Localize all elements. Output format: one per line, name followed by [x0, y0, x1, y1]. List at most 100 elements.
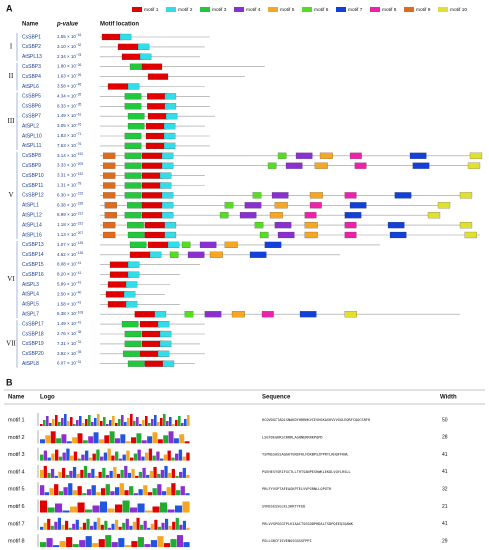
- logo-glyph: [82, 423, 85, 426]
- logo-glyph: [122, 454, 126, 461]
- logo-glyph: [184, 419, 187, 426]
- logo-glyph: [147, 527, 151, 530]
- logo-glyph: [47, 518, 51, 530]
- logo-glyph: [115, 423, 118, 426]
- logo-glyph: [170, 539, 177, 548]
- motif-box: [239, 212, 257, 219]
- motif-box: [139, 350, 161, 357]
- motif-name: motif 4: [8, 469, 25, 475]
- p-value-exponent: −26: [76, 63, 82, 67]
- logo-glyph: [187, 415, 190, 426]
- logo-glyph: [160, 469, 164, 478]
- logo-glyph: [142, 420, 145, 426]
- gene-name: AtSPL10: [22, 133, 42, 139]
- logo-glyph: [40, 500, 48, 513]
- logo-glyph: [184, 441, 190, 444]
- logo-glyph: [90, 525, 94, 530]
- logo-glyph: [178, 449, 183, 461]
- p-value: 2.92 × 10−35: [57, 350, 82, 356]
- p-value: 7.31 × 10−31: [57, 340, 82, 346]
- logo-glyph: [65, 520, 69, 530]
- p-value-base: 8.33 × 10: [57, 103, 76, 108]
- motif-box: [159, 330, 172, 338]
- logo-glyph: [135, 475, 139, 478]
- logo-glyph: [91, 468, 95, 478]
- legend-label: motif 4: [246, 7, 261, 13]
- logo-glyph: [80, 469, 84, 478]
- logo-glyph: [43, 465, 47, 478]
- logo-glyph: [176, 535, 184, 548]
- logo-glyph: [154, 519, 158, 530]
- logo-glyph: [107, 527, 112, 530]
- logo-glyph: [137, 537, 144, 548]
- p-value-exponent: −78: [76, 182, 82, 186]
- logo-glyph: [151, 419, 154, 426]
- p-value-exponent: −26: [76, 73, 82, 77]
- motif-name: motif 3: [8, 452, 25, 458]
- gene-name: CsSBP9: [22, 163, 41, 169]
- logo-glyph: [72, 490, 78, 496]
- motif-box: [161, 152, 174, 159]
- logo-glyph: [146, 474, 150, 478]
- logo-glyph: [50, 468, 55, 478]
- p-value-base: 6.38 × 10: [57, 311, 76, 316]
- motif-box: [103, 231, 116, 239]
- logo-glyph: [66, 441, 72, 444]
- motif-box: [252, 192, 262, 199]
- group-label: I: [10, 43, 13, 51]
- motif-width: 41: [442, 452, 448, 458]
- gene-name: AtSPL7: [22, 312, 39, 318]
- gene-name: AtSPL11: [22, 143, 42, 149]
- p-value-exponent: −41: [76, 271, 82, 275]
- header-width: Width: [440, 395, 457, 401]
- motif-box: [389, 231, 407, 239]
- logo-glyph: [152, 488, 157, 496]
- legend-swatch: [132, 7, 142, 12]
- logo-glyph: [68, 527, 72, 530]
- motif-name: motif 8: [8, 539, 25, 545]
- motif-box: [304, 231, 318, 239]
- logo-glyph: [166, 487, 171, 496]
- logo-glyph: [72, 437, 78, 444]
- logo-glyph: [163, 454, 168, 461]
- logo-glyph: [148, 448, 153, 461]
- logo-glyph: [183, 542, 190, 548]
- gene-name: CsSBP8: [22, 153, 41, 159]
- logo-glyph: [72, 466, 77, 478]
- logo-glyph: [100, 456, 104, 461]
- logo-glyph: [171, 483, 176, 496]
- logo-glyph: [182, 467, 186, 478]
- gene-name: CsSBP2: [22, 44, 41, 50]
- p-value-base: 2.76 × 10: [57, 331, 76, 336]
- p-value-base: 1.83 × 10: [57, 133, 76, 138]
- logo-glyph: [86, 489, 92, 496]
- logo-glyph: [130, 414, 133, 426]
- motif-box: [162, 360, 175, 367]
- motif-width: 32: [442, 487, 448, 493]
- p-value-exponent: −76: [76, 142, 82, 146]
- logo-glyph: [175, 517, 179, 530]
- logo-glyph: [115, 504, 123, 513]
- logo-glyph: [157, 473, 161, 478]
- legend-label: motif 10: [450, 7, 467, 13]
- motif-box: [209, 251, 223, 258]
- p-value: 1.80 × 10−26: [57, 63, 82, 69]
- logo-glyph: [168, 525, 172, 530]
- logo-glyph: [54, 484, 59, 496]
- logo-glyph: [143, 485, 148, 496]
- logo-glyph: [160, 502, 168, 513]
- motif-box: [127, 231, 145, 239]
- logo-glyph: [50, 431, 56, 444]
- motif-sequence: YSPNSSASSAQGKTGRDFKLFDKBPSZPPRTLRHQFFKWL: [262, 453, 349, 457]
- motif-box: [299, 311, 317, 318]
- motif-box: [124, 152, 142, 159]
- motif-box: [164, 231, 177, 239]
- logo-glyph: [166, 421, 169, 426]
- logo-glyph: [77, 486, 82, 496]
- p-value-exponent: −78: [76, 53, 82, 57]
- logo-glyph: [50, 525, 54, 530]
- logo-glyph: [61, 434, 67, 444]
- logo-glyph: [143, 520, 147, 530]
- motif-box: [344, 192, 357, 199]
- p-value-exponent: −212: [76, 211, 83, 215]
